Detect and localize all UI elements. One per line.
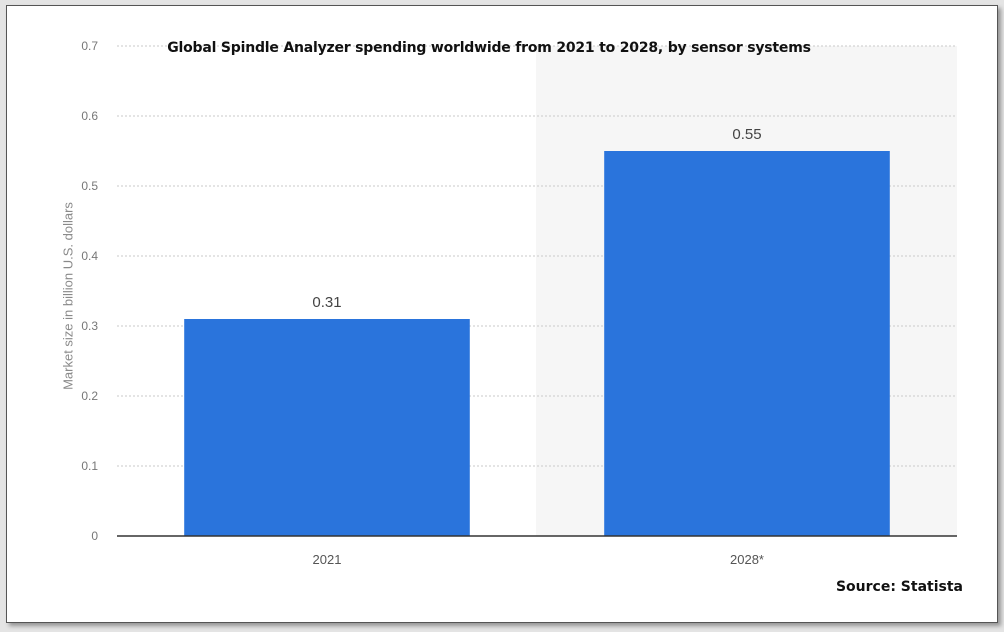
chart-title: Global Spindle Analyzer spending worldwi… — [7, 40, 997, 56]
bars: 0.31 0.55 — [184, 126, 890, 536]
y-tick-label: 0.6 — [81, 109, 98, 123]
y-tick-label: 0.2 — [81, 389, 98, 403]
x-tick-label: 2021 — [313, 552, 342, 567]
data-label: 0.31 — [312, 294, 341, 311]
y-tick-label: 0.7 — [81, 39, 98, 53]
y-tick-label: 0.3 — [81, 319, 98, 333]
x-tick-label: 2028* — [730, 552, 764, 567]
data-label: 0.55 — [732, 126, 761, 143]
y-tick-label: 0 — [91, 529, 98, 543]
y-tick-label: 0.1 — [81, 459, 98, 473]
source-note: Source: Statista — [835, 579, 963, 595]
x-axis-ticks: 2021 2028* — [313, 552, 764, 567]
y-tick-label: 0.4 — [81, 249, 98, 263]
y-axis-ticks: 0 0.1 0.2 0.3 0.4 0.5 0.6 0.7 — [81, 39, 98, 543]
y-tick-label: 0.5 — [81, 179, 98, 193]
chart-title-text: Global Spindle Analyzer spending worldwi… — [167, 40, 811, 56]
bar — [604, 151, 890, 536]
bar-chart: 0 0.1 0.2 0.3 0.4 0.5 0.6 0.7 0.31 0.55 2021 2028… — [81, 39, 957, 567]
y-axis-label: Market size in billion U.S. dollars — [60, 202, 76, 390]
chart-frame: 0 0.1 0.2 0.3 0.4 0.5 0.6 0.7 0.31 0.55 2021 2028… — [6, 5, 998, 623]
bar — [184, 319, 470, 536]
